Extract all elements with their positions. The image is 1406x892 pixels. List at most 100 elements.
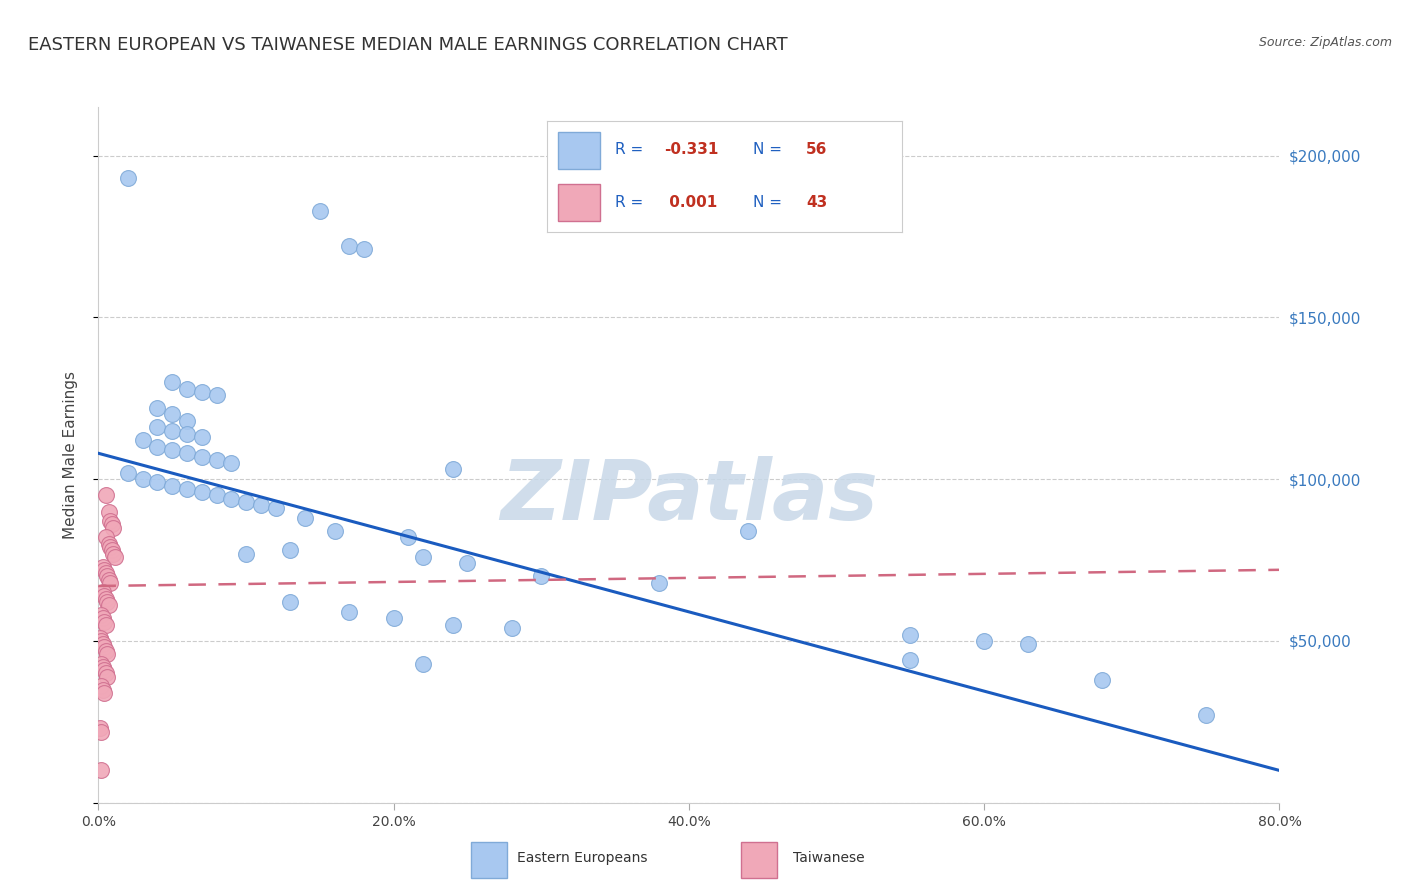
Point bbox=[441, 462, 464, 476]
Text: EASTERN EUROPEAN VS TAIWANESE MEDIAN MALE EARNINGS CORRELATION CHART: EASTERN EUROPEAN VS TAIWANESE MEDIAN MAL… bbox=[28, 36, 787, 54]
Point bbox=[98, 575, 121, 590]
Point bbox=[100, 517, 122, 532]
Point bbox=[94, 488, 117, 502]
Point bbox=[221, 491, 243, 506]
Point bbox=[94, 566, 117, 580]
Point bbox=[294, 511, 316, 525]
Point bbox=[162, 424, 183, 438]
Point bbox=[441, 617, 464, 632]
Point bbox=[146, 401, 169, 415]
Point bbox=[146, 475, 169, 490]
Point bbox=[91, 660, 114, 674]
Point bbox=[176, 446, 198, 460]
Point bbox=[309, 203, 332, 218]
Point bbox=[91, 682, 114, 697]
Point bbox=[205, 452, 228, 467]
Point bbox=[96, 569, 118, 583]
Point bbox=[191, 485, 214, 500]
Point bbox=[235, 495, 257, 509]
Point bbox=[146, 440, 169, 454]
Point bbox=[382, 611, 405, 625]
Point bbox=[162, 408, 183, 422]
Point bbox=[530, 569, 553, 583]
Text: ZIPatlas: ZIPatlas bbox=[501, 456, 877, 537]
Point bbox=[94, 591, 117, 606]
Point bbox=[176, 382, 198, 396]
Y-axis label: Median Male Earnings: Median Male Earnings bbox=[63, 371, 77, 539]
Point bbox=[97, 599, 120, 613]
Point bbox=[132, 472, 155, 486]
Point bbox=[91, 559, 114, 574]
Point bbox=[1018, 637, 1040, 651]
Point bbox=[339, 605, 361, 619]
Point bbox=[339, 239, 361, 253]
Point bbox=[235, 547, 257, 561]
Point bbox=[264, 501, 287, 516]
Point bbox=[89, 631, 111, 645]
Point bbox=[103, 521, 125, 535]
Point bbox=[132, 434, 155, 448]
Point bbox=[162, 443, 183, 458]
Point bbox=[100, 543, 122, 558]
Point bbox=[96, 670, 118, 684]
Point bbox=[973, 634, 995, 648]
Point bbox=[323, 524, 346, 538]
Point bbox=[93, 563, 115, 577]
Point bbox=[93, 686, 115, 700]
Point bbox=[398, 531, 420, 545]
Point bbox=[501, 621, 523, 635]
Point bbox=[412, 549, 434, 564]
Point bbox=[162, 478, 183, 492]
Point bbox=[98, 514, 121, 528]
Point bbox=[648, 575, 671, 590]
Point bbox=[93, 663, 115, 677]
Point bbox=[205, 488, 228, 502]
Point bbox=[900, 627, 922, 641]
Point bbox=[205, 388, 228, 402]
Point bbox=[90, 764, 112, 778]
Point bbox=[90, 657, 112, 671]
Point bbox=[98, 540, 121, 554]
Point bbox=[90, 724, 112, 739]
Point bbox=[737, 524, 759, 538]
Point bbox=[221, 456, 243, 470]
Point bbox=[93, 589, 115, 603]
Point bbox=[146, 420, 169, 434]
Point bbox=[90, 679, 112, 693]
Point bbox=[176, 414, 198, 428]
Point bbox=[191, 384, 214, 399]
Point bbox=[457, 557, 479, 571]
Point bbox=[412, 657, 434, 671]
Point bbox=[90, 634, 112, 648]
Point bbox=[91, 637, 114, 651]
Point bbox=[96, 595, 118, 609]
Point bbox=[191, 450, 214, 464]
Point bbox=[93, 640, 115, 655]
Text: Source: ZipAtlas.com: Source: ZipAtlas.com bbox=[1258, 36, 1392, 49]
Point bbox=[94, 617, 117, 632]
Point bbox=[103, 547, 125, 561]
Point bbox=[97, 504, 120, 518]
Point bbox=[97, 573, 120, 587]
Point bbox=[91, 585, 114, 599]
Point bbox=[97, 537, 120, 551]
Point bbox=[94, 643, 117, 657]
Point bbox=[176, 426, 198, 441]
Point bbox=[104, 549, 127, 564]
Point bbox=[93, 615, 115, 629]
Point bbox=[117, 466, 139, 480]
Point bbox=[91, 611, 114, 625]
Point bbox=[162, 375, 183, 389]
Point bbox=[176, 482, 198, 496]
Point bbox=[353, 243, 375, 257]
Point bbox=[90, 608, 112, 623]
Point bbox=[191, 430, 214, 444]
Point bbox=[280, 543, 302, 558]
Point bbox=[89, 722, 111, 736]
Point bbox=[250, 498, 273, 512]
Point bbox=[117, 171, 139, 186]
Point bbox=[1195, 708, 1218, 723]
Point bbox=[1091, 673, 1114, 687]
Point bbox=[94, 531, 117, 545]
Point bbox=[96, 647, 118, 661]
